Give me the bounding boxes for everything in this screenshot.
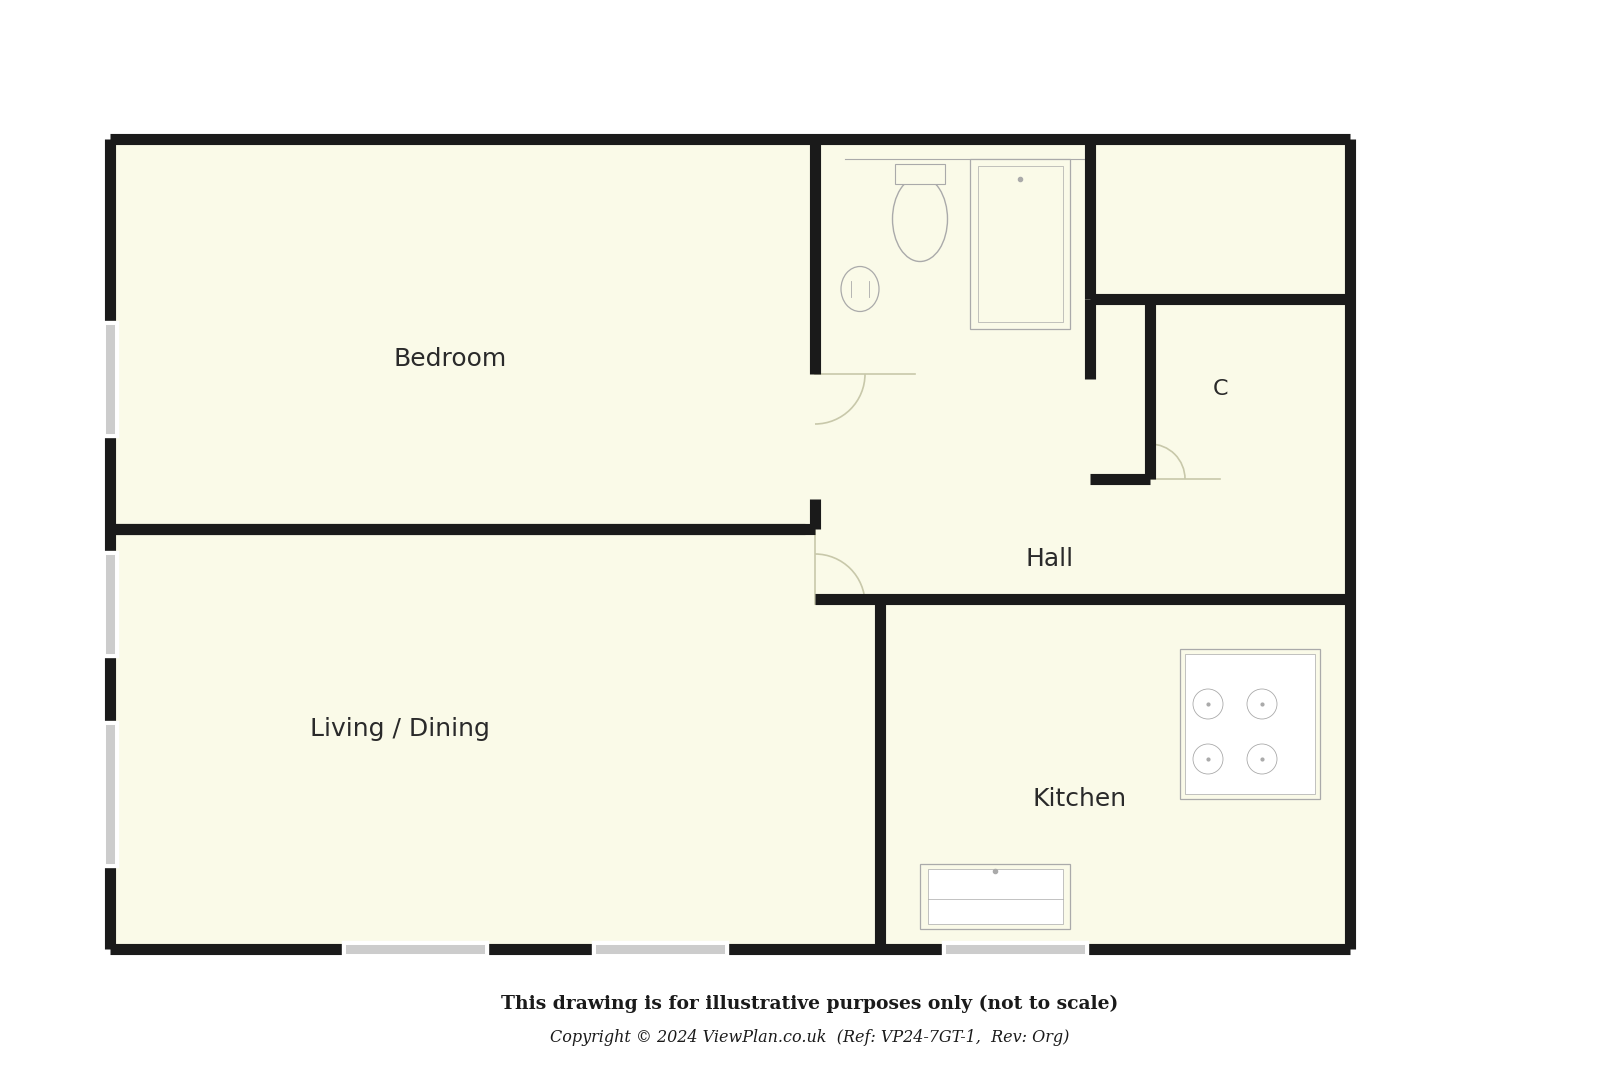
Circle shape xyxy=(1192,745,1223,774)
Circle shape xyxy=(1247,689,1277,719)
Text: C: C xyxy=(1212,379,1228,399)
Bar xyxy=(970,159,1069,329)
Bar xyxy=(894,164,944,185)
Text: Kitchen: Kitchen xyxy=(1034,787,1128,811)
Bar xyxy=(1179,648,1320,800)
Ellipse shape xyxy=(893,177,948,261)
Circle shape xyxy=(1192,689,1223,719)
Text: Bedroom: Bedroom xyxy=(394,347,507,371)
Text: This drawing is for illustrative purposes only (not to scale): This drawing is for illustrative purpose… xyxy=(501,995,1119,1013)
Bar xyxy=(978,166,1063,322)
Ellipse shape xyxy=(841,267,880,312)
Bar xyxy=(920,864,1069,929)
Bar xyxy=(928,869,1063,924)
Text: Hall: Hall xyxy=(1025,547,1074,571)
Polygon shape xyxy=(1090,139,1349,299)
Text: Living / Dining: Living / Dining xyxy=(309,718,489,741)
Text: Copyright © 2024 ViewPlan.co.uk  (Ref: VP24-7GT-1,  Rev: Org): Copyright © 2024 ViewPlan.co.uk (Ref: VP… xyxy=(551,1028,1069,1046)
Polygon shape xyxy=(110,139,1349,950)
Bar xyxy=(1184,654,1315,794)
Circle shape xyxy=(1247,745,1277,774)
